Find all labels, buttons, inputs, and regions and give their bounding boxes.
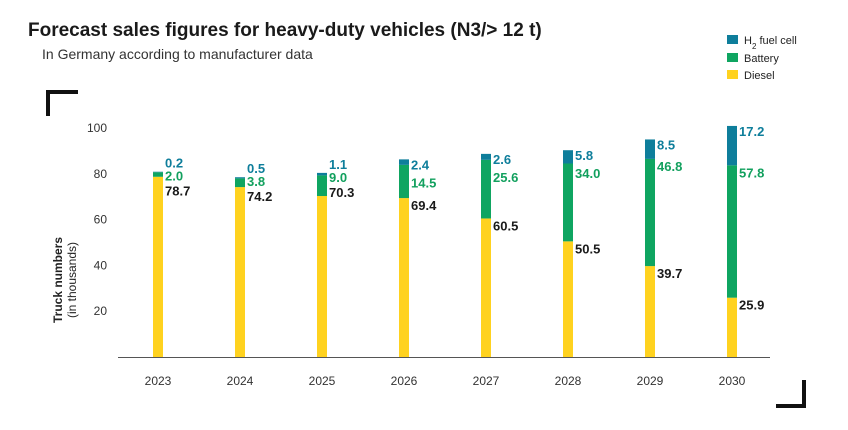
y-tick-label-0: 20 [94, 304, 108, 318]
bar-group-2023: 0.22.078.7 [153, 156, 190, 357]
bar-diesel-2026 [399, 198, 409, 357]
data-label-battery-2024: 3.8 [247, 174, 265, 189]
bar-diesel-2029 [645, 266, 655, 357]
y-axis-label: Truck numbers [51, 237, 65, 323]
bar-battery-2023 [153, 172, 163, 177]
x-tick-label-2025: 2025 [309, 374, 336, 388]
bar-battery-2026 [399, 164, 409, 199]
data-label-h2-2030: 17.2 [739, 124, 764, 139]
bar-diesel-2024 [235, 187, 245, 357]
bar-diesel-2023 [153, 176, 163, 357]
bar-group-2026: 2.4 14.5 69.4 [399, 157, 437, 357]
bar-diesel-2025 [317, 196, 327, 357]
legend-h2-h: H [744, 35, 752, 47]
bar-h2-2026 [399, 159, 409, 165]
bar-h2-2028 [563, 150, 573, 164]
corner-bracket-top-left [46, 90, 78, 116]
bar-group-2027: 2.6 25.6 60.5 [481, 152, 518, 357]
chart-title: Forecast sales figures for heavy-duty ve… [28, 20, 542, 41]
y-axis-title: Truck numbers (in thousands) [51, 237, 79, 323]
bar-h2-2029 [645, 139, 655, 159]
data-label-h2-2026: 2.4 [411, 157, 430, 172]
y-axis-sublabel: (in thousands) [65, 242, 79, 318]
bar-battery-2027 [481, 159, 491, 219]
bar-h2-2027 [481, 153, 491, 160]
legend-h2-rest: fuel cell [756, 35, 796, 47]
bar-group-2025: 1.19.070.3 [317, 157, 354, 357]
data-label-battery-2025: 9.0 [329, 170, 347, 185]
data-label-battery-2027: 25.6 [493, 170, 518, 185]
bar-h2-2030 [727, 125, 737, 166]
y-tick-label-4: 100 [87, 121, 107, 135]
bar-group-2024: 0.53.874.2 [235, 161, 272, 357]
data-label-h2-2028: 5.8 [575, 148, 593, 163]
bar-battery-2030 [727, 165, 737, 298]
data-label-diesel-2029: 39.7 [657, 266, 682, 281]
data-label-h2-2023: 0.2 [165, 156, 183, 171]
data-label-battery-2023: 2.0 [165, 169, 183, 184]
x-ticks: 2023 2024 2025 2026 2027 2028 2029 2030 [145, 374, 746, 388]
x-tick-label-2027: 2027 [473, 374, 500, 388]
bar-diesel-2028 [563, 241, 573, 357]
data-label-diesel-2027: 60.5 [493, 218, 518, 233]
x-tick-label-2029: 2029 [637, 374, 664, 388]
data-label-diesel-2024: 74.2 [247, 189, 272, 204]
legend-swatch-diesel [727, 70, 738, 79]
corner-bracket-bottom-right [776, 380, 806, 408]
bar-h2-2025 [317, 172, 327, 176]
data-label-battery-2028: 34.0 [575, 166, 600, 181]
x-tick-label-2030: 2030 [719, 374, 746, 388]
bar-group-2029: 8.5 46.8 39.7 [645, 137, 682, 357]
legend-label-diesel: Diesel [744, 70, 775, 82]
data-label-diesel-2028: 50.5 [575, 241, 600, 256]
chart-subtitle: In Germany according to manufacturer dat… [42, 46, 313, 62]
data-label-battery-2029: 46.8 [657, 159, 682, 174]
data-label-diesel-2026: 69.4 [411, 198, 437, 213]
x-tick-label-2023: 2023 [145, 374, 172, 388]
y-tick-label-2: 60 [94, 213, 108, 227]
data-label-h2-2025: 1.1 [329, 157, 347, 172]
legend-swatch-h2 [727, 35, 738, 44]
data-label-diesel-2025: 70.3 [329, 185, 354, 200]
legend-h2-sub: 2 [752, 42, 757, 51]
bar-h2-2024 [235, 177, 245, 179]
bar-group-2030: 17.2 57.8 25.9 [727, 124, 764, 357]
data-label-h2-2024: 0.5 [247, 161, 265, 176]
legend: H2 fuel cell Battery Diesel [727, 35, 797, 82]
data-label-diesel-2023: 78.7 [165, 184, 190, 199]
data-label-battery-2026: 14.5 [411, 175, 436, 190]
bar-battery-2024 [235, 178, 245, 188]
bar-battery-2028 [563, 163, 573, 242]
bar-diesel-2027 [481, 218, 491, 357]
y-ticks: 20 40 60 80 100 [87, 121, 107, 318]
y-tick-label-3: 80 [94, 167, 108, 181]
legend-swatch-battery [727, 53, 738, 62]
bar-diesel-2030 [727, 297, 737, 357]
data-label-h2-2029: 8.5 [657, 137, 675, 152]
data-label-battery-2030: 57.8 [739, 165, 764, 180]
x-tick-label-2024: 2024 [227, 374, 254, 388]
bar-group-2028: 5.8 34.0 50.5 [563, 148, 600, 357]
data-label-h2-2027: 2.6 [493, 152, 511, 167]
data-label-diesel-2030: 25.9 [739, 298, 764, 313]
bar-battery-2029 [645, 158, 655, 267]
legend-label-battery: Battery [744, 53, 779, 65]
x-tick-label-2026: 2026 [391, 374, 418, 388]
legend-label-h2: H2 fuel cell [744, 35, 797, 51]
bar-battery-2025 [317, 175, 327, 197]
bars: 0.22.078.7 0.53.874.2 1.19.070.3 2.4 14.5 69.… [153, 124, 764, 357]
x-tick-label-2028: 2028 [555, 374, 582, 388]
y-tick-label-1: 40 [94, 258, 108, 272]
